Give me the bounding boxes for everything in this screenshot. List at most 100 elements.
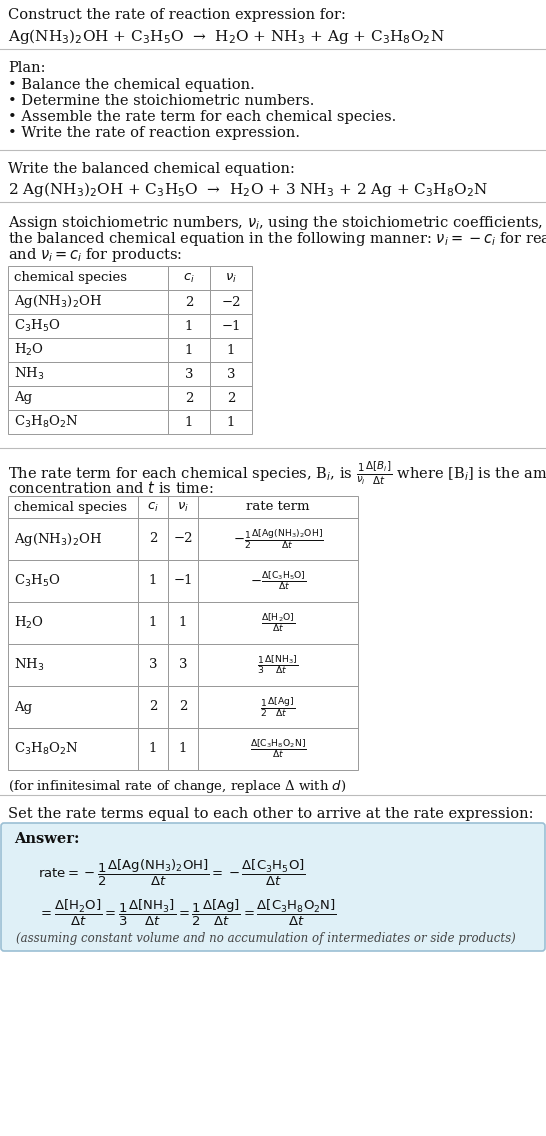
Bar — [8, 314, 168, 339]
Text: $= \dfrac{\Delta[\mathrm{H_2O}]}{\Delta t} = \dfrac{1}{3}\dfrac{\Delta[\mathrm{N: $= \dfrac{\Delta[\mathrm{H_2O}]}{\Delta … — [38, 897, 337, 928]
Text: 3: 3 — [179, 659, 187, 671]
Text: $\mathrm{rate} = -\dfrac{1}{2}\dfrac{\Delta[\mathrm{Ag(NH_3)_2OH}]}{\Delta t} = : $\mathrm{rate} = -\dfrac{1}{2}\dfrac{\De… — [38, 858, 306, 888]
Text: Write the balanced chemical equation:: Write the balanced chemical equation: — [8, 162, 295, 176]
Text: Ag: Ag — [14, 392, 32, 404]
Bar — [138, 728, 168, 770]
Text: 2: 2 — [227, 392, 235, 404]
Text: $\frac{1}{2}\frac{\Delta[\mathrm{Ag}]}{\Delta t}$: $\frac{1}{2}\frac{\Delta[\mathrm{Ag}]}{\… — [260, 695, 296, 719]
Bar — [138, 602, 168, 644]
Text: chemical species: chemical species — [14, 272, 127, 284]
Bar — [198, 728, 358, 770]
Bar — [168, 728, 198, 770]
Text: The rate term for each chemical species, B$_i$, is $\frac{1}{\nu_i}\frac{\Delta[: The rate term for each chemical species,… — [8, 460, 546, 487]
Text: 1: 1 — [179, 617, 187, 629]
Bar — [168, 496, 198, 518]
Bar — [198, 602, 358, 644]
Text: H$_2$O: H$_2$O — [14, 342, 44, 358]
Bar — [210, 314, 252, 339]
Text: −2: −2 — [221, 295, 241, 309]
Text: C$_3$H$_8$O$_2$N: C$_3$H$_8$O$_2$N — [14, 741, 79, 757]
Bar — [8, 560, 138, 602]
Text: Ag(NH$_3$)$_2$OH + C$_3$H$_5$O  →  H$_2$O + NH$_3$ + Ag + C$_3$H$_8$O$_2$N: Ag(NH$_3$)$_2$OH + C$_3$H$_5$O → H$_2$O … — [8, 27, 444, 45]
Text: 1: 1 — [227, 343, 235, 357]
Bar — [210, 410, 252, 434]
Bar — [8, 496, 138, 518]
Bar — [8, 686, 138, 728]
Bar — [138, 518, 168, 560]
Text: $\nu_i$: $\nu_i$ — [225, 272, 237, 284]
Text: 3: 3 — [227, 368, 235, 381]
Bar — [198, 560, 358, 602]
Bar — [8, 266, 168, 290]
Text: $\frac{1}{3}\frac{\Delta[\mathrm{NH_3}]}{\Delta t}$: $\frac{1}{3}\frac{\Delta[\mathrm{NH_3}]}… — [257, 653, 299, 676]
Bar — [8, 518, 138, 560]
Text: $\frac{\Delta[\mathrm{H_2O}]}{\Delta t}$: $\frac{\Delta[\mathrm{H_2O}]}{\Delta t}$ — [261, 611, 295, 634]
Bar — [168, 314, 210, 339]
Bar — [198, 644, 358, 686]
Text: C$_3$H$_5$O: C$_3$H$_5$O — [14, 573, 61, 590]
Text: the balanced chemical equation in the following manner: $\nu_i = -c_i$ for react: the balanced chemical equation in the fo… — [8, 229, 546, 248]
Text: H$_2$O: H$_2$O — [14, 615, 44, 632]
Text: 1: 1 — [185, 343, 193, 357]
Text: 2 Ag(NH$_3$)$_2$OH + C$_3$H$_5$O  →  H$_2$O + 3 NH$_3$ + 2 Ag + C$_3$H$_8$O$_2$N: 2 Ag(NH$_3$)$_2$OH + C$_3$H$_5$O → H$_2$… — [8, 179, 488, 199]
Bar — [8, 386, 168, 410]
Bar — [8, 644, 138, 686]
Bar — [198, 496, 358, 518]
Text: −2: −2 — [173, 533, 193, 545]
Text: 1: 1 — [185, 319, 193, 333]
Text: chemical species: chemical species — [14, 501, 127, 513]
Bar — [168, 560, 198, 602]
Bar — [210, 386, 252, 410]
Bar — [168, 518, 198, 560]
Text: $c_i$: $c_i$ — [183, 272, 195, 284]
Text: (assuming constant volume and no accumulation of intermediates or side products): (assuming constant volume and no accumul… — [16, 932, 516, 945]
Text: Construct the rate of reaction expression for:: Construct the rate of reaction expressio… — [8, 8, 346, 22]
Text: 2: 2 — [149, 533, 157, 545]
Text: $\frac{\Delta[\mathrm{C_3H_8O_2N}]}{\Delta t}$: $\frac{\Delta[\mathrm{C_3H_8O_2N}]}{\Del… — [250, 737, 306, 760]
Bar — [210, 362, 252, 386]
Text: • Determine the stoichiometric numbers.: • Determine the stoichiometric numbers. — [8, 94, 314, 108]
Bar — [8, 602, 138, 644]
Text: 1: 1 — [179, 743, 187, 755]
Text: 2: 2 — [179, 701, 187, 713]
Bar — [210, 339, 252, 362]
Text: 2: 2 — [149, 701, 157, 713]
Text: Ag: Ag — [14, 701, 32, 713]
Bar — [210, 290, 252, 314]
Text: 1: 1 — [149, 743, 157, 755]
Text: (for infinitesimal rate of change, replace Δ with $d$): (for infinitesimal rate of change, repla… — [8, 778, 347, 795]
Bar — [168, 602, 198, 644]
Text: 1: 1 — [227, 416, 235, 428]
Bar — [210, 266, 252, 290]
Text: NH$_3$: NH$_3$ — [14, 657, 44, 673]
FancyBboxPatch shape — [1, 822, 545, 951]
Bar — [138, 686, 168, 728]
Text: 3: 3 — [185, 368, 193, 381]
Bar — [8, 362, 168, 386]
Text: 2: 2 — [185, 295, 193, 309]
Bar — [8, 728, 138, 770]
Text: $\nu_i$: $\nu_i$ — [177, 501, 189, 513]
Text: • Balance the chemical equation.: • Balance the chemical equation. — [8, 78, 255, 92]
Text: 1: 1 — [149, 617, 157, 629]
Text: $-\frac{\Delta[\mathrm{C_3H_5O}]}{\Delta t}$: $-\frac{\Delta[\mathrm{C_3H_5O}]}{\Delta… — [250, 569, 306, 593]
Text: Ag(NH$_3$)$_2$OH: Ag(NH$_3$)$_2$OH — [14, 531, 102, 548]
Text: • Assemble the rate term for each chemical species.: • Assemble the rate term for each chemic… — [8, 110, 396, 124]
Bar — [138, 560, 168, 602]
Text: • Write the rate of reaction expression.: • Write the rate of reaction expression. — [8, 126, 300, 140]
Bar — [8, 339, 168, 362]
Text: Plan:: Plan: — [8, 61, 45, 75]
Text: $-\frac{1}{2}\frac{\Delta[\mathrm{Ag(NH_3)_2OH}]}{\Delta t}$: $-\frac{1}{2}\frac{\Delta[\mathrm{Ag(NH_… — [233, 527, 323, 551]
Bar — [168, 339, 210, 362]
Bar — [168, 410, 210, 434]
Text: Answer:: Answer: — [14, 832, 80, 846]
Bar — [138, 644, 168, 686]
Text: 1: 1 — [185, 416, 193, 428]
Text: 1: 1 — [149, 575, 157, 587]
Bar — [168, 686, 198, 728]
Bar — [138, 496, 168, 518]
Bar — [168, 644, 198, 686]
Text: NH$_3$: NH$_3$ — [14, 366, 44, 382]
Text: C$_3$H$_8$O$_2$N: C$_3$H$_8$O$_2$N — [14, 414, 79, 431]
Bar — [8, 410, 168, 434]
